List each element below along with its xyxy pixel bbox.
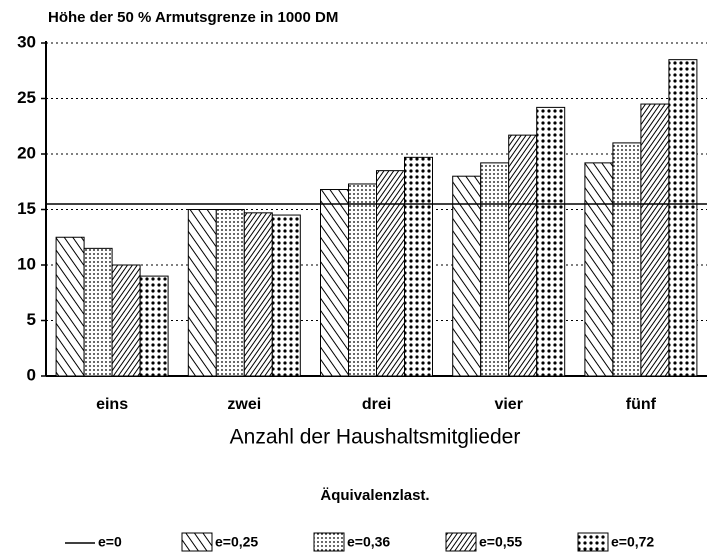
bar — [612, 142, 642, 377]
bar — [376, 170, 405, 377]
legend-label: e=0,55 — [479, 534, 522, 550]
bar — [404, 156, 433, 377]
y-tick-label: 5 — [27, 310, 36, 329]
bar — [215, 209, 245, 377]
bar — [83, 247, 113, 377]
y-tick-label: 15 — [17, 199, 36, 218]
x-axis-label: Anzahl der Haushaltsmitglieder — [230, 426, 521, 449]
bar — [187, 209, 217, 377]
x-tick-label: vier — [494, 396, 522, 413]
bar — [139, 275, 169, 377]
y-tick-label: 20 — [17, 143, 36, 162]
chart-title: Höhe der 50 % Armutsgrenze in 1000 DM — [48, 9, 338, 26]
bar — [668, 59, 698, 377]
legend-title: Äquivalenzlast. — [320, 487, 429, 504]
bar — [348, 183, 377, 377]
y-tick-label: 30 — [17, 32, 36, 51]
bar — [640, 103, 670, 377]
y-tick-label: 25 — [17, 88, 36, 107]
x-tick-label: fünf — [626, 396, 657, 413]
x-tick-label: zwei — [227, 396, 261, 413]
bar — [243, 212, 273, 377]
bar — [55, 236, 85, 377]
x-tick-label: drei — [362, 396, 391, 413]
legend-swatch — [181, 532, 213, 552]
bar — [452, 175, 482, 377]
y-tick-label: 0 — [27, 365, 36, 384]
legend-swatch — [313, 532, 345, 552]
bar — [536, 106, 566, 377]
legend-label: e=0,25 — [215, 534, 258, 550]
bar — [320, 189, 349, 377]
bar — [111, 264, 141, 377]
bar — [271, 214, 301, 377]
legend-swatch — [577, 532, 609, 552]
legend-label: e=0,36 — [347, 534, 390, 550]
legend-swatch — [445, 532, 477, 552]
x-tick-label: eins — [96, 396, 128, 413]
bar — [508, 134, 538, 377]
bar — [480, 162, 510, 377]
bar — [584, 162, 614, 377]
legend-label: e=0 — [98, 534, 122, 550]
y-tick-label: 10 — [17, 254, 36, 273]
legend-label: e=0,72 — [611, 534, 654, 550]
